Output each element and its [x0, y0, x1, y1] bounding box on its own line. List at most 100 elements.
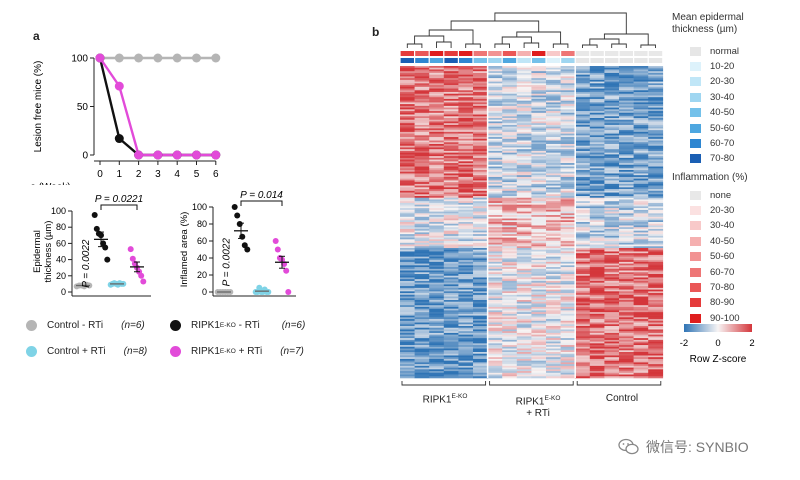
heatmap-cell [531, 244, 547, 247]
heatmap-cell [502, 277, 518, 280]
inflammation-legend-row: 30-40 [672, 220, 734, 232]
heatmap-cell [443, 239, 459, 242]
heatmap-cell [604, 326, 620, 329]
heatmap-cell [546, 376, 561, 379]
heatmap-cell [400, 326, 415, 329]
heatmap-cell [589, 178, 605, 181]
heatmap-cell [502, 308, 518, 311]
heatmap-cell [473, 92, 488, 95]
heatmap-cell [516, 144, 532, 147]
heatmap-cell [546, 315, 561, 318]
heatmap-cell [633, 147, 649, 150]
heatmap-cell [560, 92, 576, 95]
heatmap-cell [531, 249, 547, 252]
thickness-legend-row: 10-20 [672, 60, 734, 72]
heatmap-cell [648, 343, 664, 346]
heatmap-cell [604, 201, 620, 204]
heatmap-cell [429, 123, 445, 126]
heatmap-cell [560, 317, 576, 320]
heatmap-cell [400, 109, 415, 112]
heatmap-cell [604, 320, 620, 323]
heatmap-cell [633, 164, 649, 167]
heatmap-cell [473, 367, 488, 370]
heatmap-cell [531, 261, 547, 264]
heatmap-cell [589, 234, 605, 237]
heatmap-cell [429, 163, 445, 166]
heatmap-cell [604, 350, 620, 353]
heatmap-cell [473, 280, 488, 283]
heatmap-cell [619, 109, 634, 112]
heatmap-cell [589, 332, 605, 335]
heatmap-cell [516, 176, 532, 179]
heatmap-cell [546, 228, 561, 231]
heatmap-cell [589, 319, 605, 322]
heatmap-cell [546, 71, 561, 74]
heatmap-cell [546, 190, 561, 193]
heatmap-cell [589, 192, 605, 195]
heatmap-cell [546, 301, 561, 304]
thickness-annotation-cell [605, 58, 619, 63]
heatmap-cell [575, 319, 591, 322]
heatmap-cell [589, 183, 605, 186]
heatmap-cell [560, 251, 576, 254]
heatmap-cell [589, 254, 605, 257]
heatmap-cell [414, 116, 430, 119]
heatmap-cell [400, 218, 415, 221]
heatmap-cell [575, 118, 591, 121]
heatmap-cell [516, 140, 532, 143]
heatmap-cell [487, 362, 503, 365]
heatmap-cell [487, 274, 503, 277]
heatmap-cell [487, 358, 503, 361]
heatmap-cell [648, 218, 664, 221]
heatmap-cell [604, 301, 620, 304]
heatmap-cell [502, 85, 518, 88]
heatmap-cell [531, 322, 547, 325]
heatmap-cell [604, 298, 620, 301]
heatmap-cell [619, 105, 634, 108]
heatmap-cell [589, 246, 605, 249]
heatmap-cell [400, 98, 415, 101]
heatmap-cell [648, 183, 664, 186]
legend-dot-ripk1-minus [170, 320, 181, 331]
heatmap-cell [531, 220, 547, 223]
heatmap-cell [400, 301, 415, 304]
heatmap-cell [400, 300, 415, 303]
heatmap-cell [400, 112, 415, 115]
heatmap-cell [633, 66, 649, 69]
heatmap-cell [414, 175, 430, 178]
heatmap-cell [502, 300, 518, 303]
heatmap-cell [619, 161, 634, 164]
heatmap-cell [487, 260, 503, 263]
heatmap-cell [560, 293, 576, 296]
heatmap-cell [604, 71, 620, 74]
heatmap-cell [473, 338, 488, 341]
heatmap-cell [414, 100, 430, 103]
heatmap-cell [414, 251, 430, 254]
heatmap-cell [502, 137, 518, 140]
heatmap-cell [458, 170, 474, 173]
heatmap-cell [589, 213, 605, 216]
heatmap-cell [400, 251, 415, 254]
heatmap-cell [473, 348, 488, 351]
heatmap-cell [619, 248, 634, 251]
heatmap-cell [546, 293, 561, 296]
heatmap-cell [604, 119, 620, 122]
heatmap-cell [516, 204, 532, 207]
heatmap-cell [604, 346, 620, 349]
heatmap-cell [429, 145, 445, 148]
heatmap-cell [429, 71, 445, 74]
heatmap-cell [414, 168, 430, 171]
heatmap-cell [487, 350, 503, 353]
heatmap-cell [648, 123, 664, 126]
heatmap-cell [546, 192, 561, 195]
heatmap-cell [589, 92, 605, 95]
heatmap-cell [458, 286, 474, 289]
inflammation-legend-swatch [690, 298, 701, 308]
heatmap-cell [487, 334, 503, 337]
heatmap-cell [648, 336, 664, 339]
heatmap-cell [604, 371, 620, 374]
heatmap-cell [443, 263, 459, 266]
heatmap-cell [429, 358, 445, 361]
heatmap-cell [400, 147, 415, 150]
heatmap-cell [589, 114, 605, 117]
